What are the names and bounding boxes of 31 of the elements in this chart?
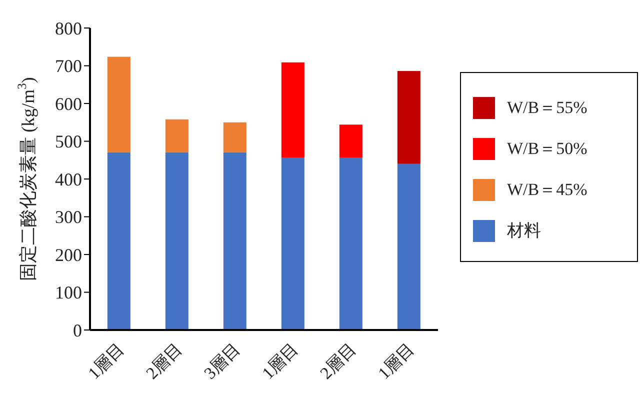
bar [165, 152, 188, 330]
legend-label: W/B＝50% [507, 138, 588, 160]
legend-label: W/B＝45% [507, 179, 588, 201]
bar [165, 119, 188, 152]
x-tick-label: 2層目 [142, 339, 186, 383]
bar [339, 158, 362, 330]
bar [281, 62, 304, 158]
y-tick-label: 0 [73, 320, 82, 340]
bar [339, 124, 362, 158]
y-tick-label: 200 [55, 244, 82, 265]
bar [397, 164, 420, 330]
y-tick-label: 700 [55, 56, 82, 76]
bar [107, 152, 130, 330]
x-tick-label: 1層目 [374, 339, 418, 383]
y-tick-label: 400 [55, 169, 82, 190]
bar [223, 122, 246, 152]
x-tick-label: 3層目 [200, 339, 244, 383]
bar [281, 158, 304, 330]
y-tick-label: 800 [55, 18, 82, 38]
y-tick-label: 500 [55, 132, 82, 152]
y-tick-label: 100 [55, 282, 82, 303]
y-tick-label: 300 [55, 207, 82, 228]
x-tick-label: 2層目 [316, 339, 360, 383]
y-tick-label: 600 [55, 94, 82, 114]
bar [223, 152, 246, 330]
x-tick-label: 1層目 [84, 339, 128, 383]
bar [107, 56, 130, 152]
legend-label: W/B＝55% [507, 97, 588, 119]
legend-label: 材料 [507, 220, 541, 242]
bar [397, 71, 420, 164]
x-tick-label: 1層目 [258, 339, 302, 383]
